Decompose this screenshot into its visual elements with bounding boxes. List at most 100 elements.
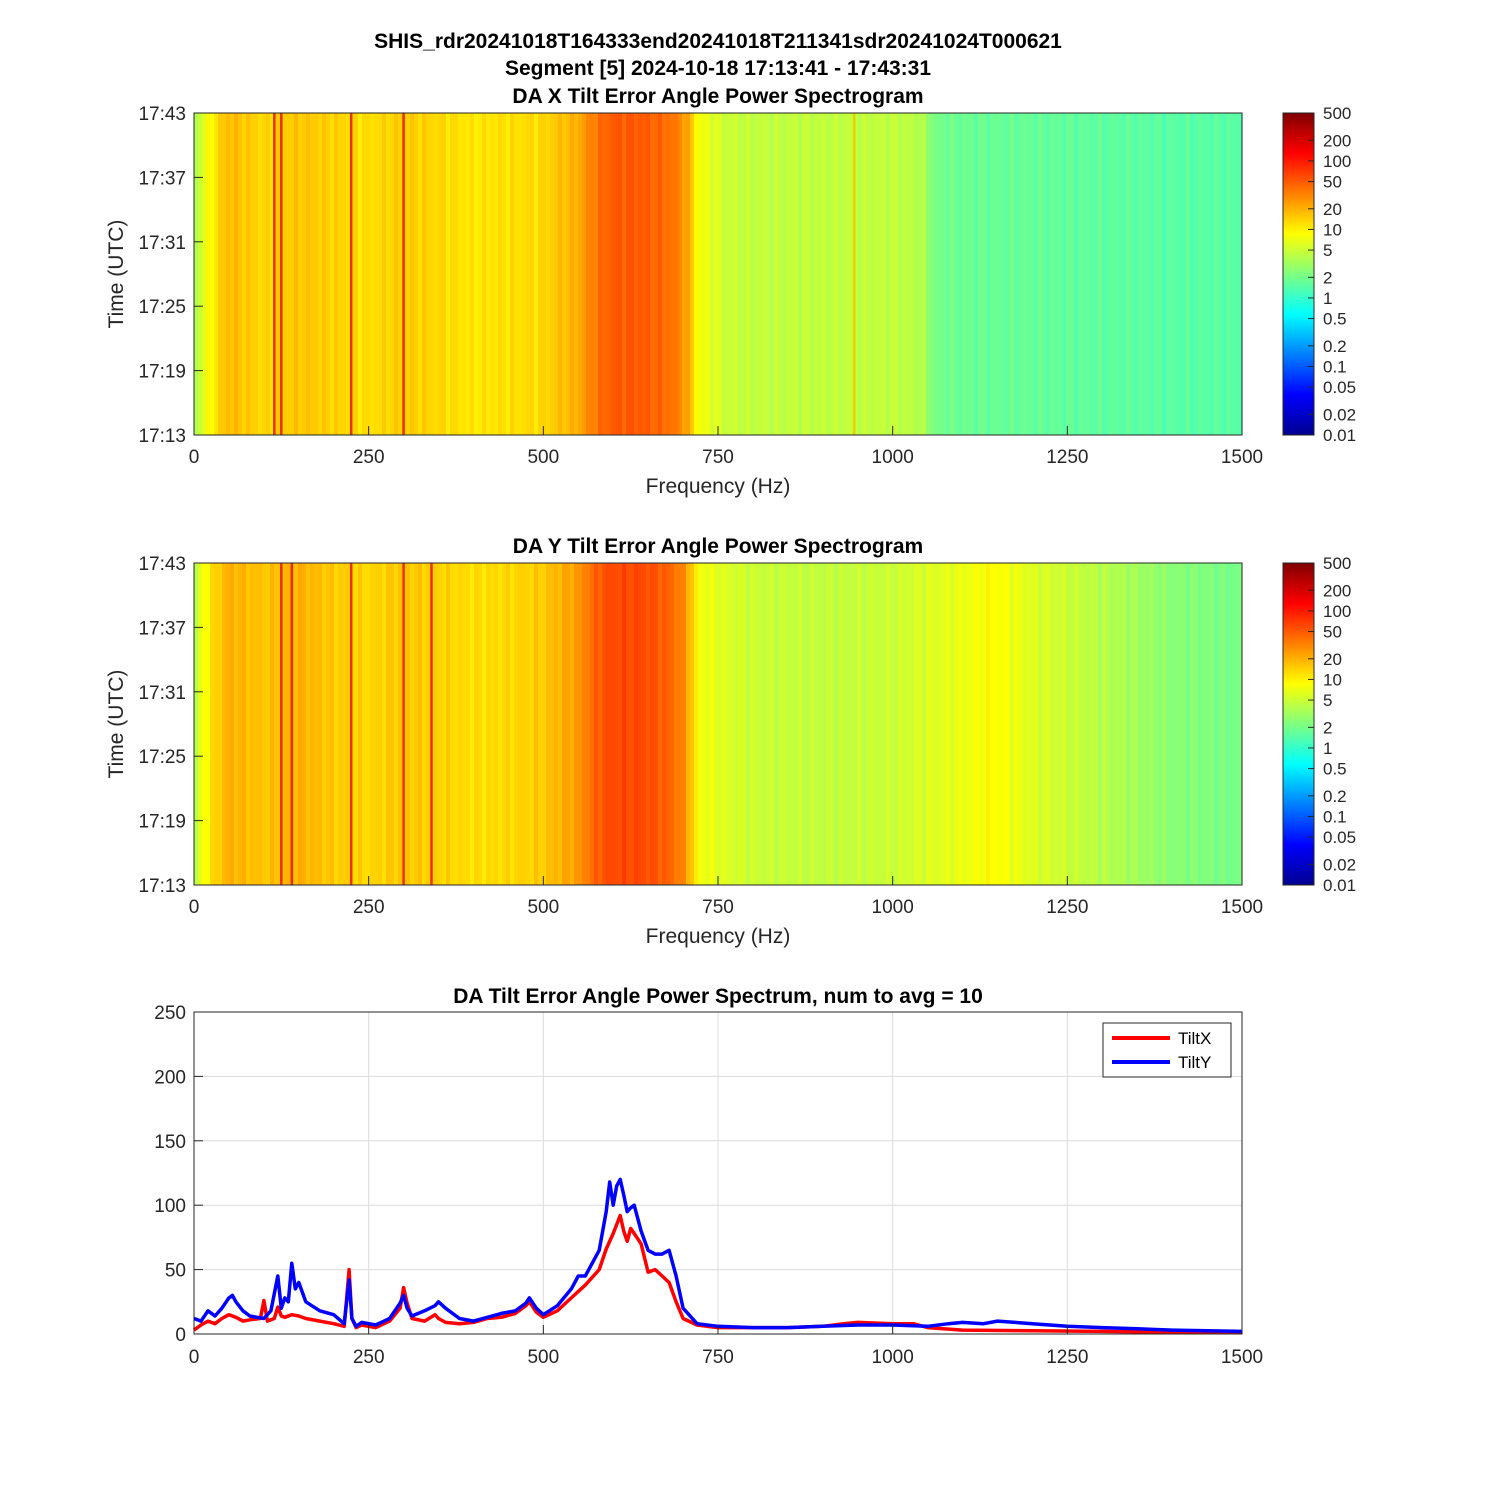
- spectrogram-band: [986, 113, 991, 435]
- spectrogram-band: [586, 113, 591, 435]
- spectrogram-band: [1142, 563, 1147, 885]
- spectrogram-band: [1038, 563, 1043, 885]
- spectrogram-band: [670, 113, 675, 435]
- spectrogram-band: [246, 113, 251, 435]
- spectrogram-band: [1046, 563, 1051, 885]
- colorbar-tick-label: 50: [1323, 173, 1342, 192]
- spectrogram-band: [946, 113, 951, 435]
- spectrogram-band: [494, 563, 499, 885]
- spectrogram-band: [726, 563, 731, 885]
- spectrogram-band: [230, 113, 235, 435]
- spectrogram-band: [978, 563, 983, 885]
- spectrogram-band: [694, 563, 699, 885]
- spectrogram-band: [722, 563, 727, 885]
- spectrogram-band: [294, 113, 299, 435]
- spectrogram-band: [1050, 113, 1055, 435]
- spectrogram-band: [1146, 563, 1151, 885]
- spectrogram-band: [310, 563, 315, 885]
- spectrogram-band: [670, 563, 675, 885]
- spectrogram-band: [334, 113, 339, 435]
- spectrogram-band: [530, 113, 535, 435]
- spectrogram-band: [618, 563, 623, 885]
- x-tick-label: 500: [527, 897, 559, 918]
- spectrogram-band: [1238, 563, 1243, 885]
- spectrogram-band: [486, 113, 491, 435]
- spectrogram-band: [974, 113, 979, 435]
- spectrogram-band: [226, 113, 231, 435]
- spectrogram-band: [790, 113, 795, 435]
- spectrogram-band: [270, 113, 275, 435]
- spectrogram-band: [538, 113, 543, 435]
- spectrogram-band: [1230, 113, 1235, 435]
- spectrogram-band: [622, 563, 627, 885]
- colorbar-tick-label: 20: [1323, 200, 1342, 219]
- spectrogram-band: [258, 563, 263, 885]
- spectrogram-band: [818, 113, 823, 435]
- colorbar-tick-label: 100: [1323, 602, 1351, 621]
- spectrogram-band: [210, 563, 215, 885]
- legend[interactable]: TiltX TiltY: [1102, 1022, 1232, 1078]
- spectrogram-band: [1182, 563, 1187, 885]
- spectrogram-band: [450, 563, 455, 885]
- y-tick-label: 17:13: [138, 426, 186, 447]
- spectrogram-band: [766, 113, 771, 435]
- spectrogram-band: [666, 113, 671, 435]
- x-tick-label: 0: [189, 447, 200, 468]
- spectrogram-band: [550, 563, 555, 885]
- y-tick-label: 17:37: [138, 168, 186, 189]
- spectrogram-band: [1114, 113, 1119, 435]
- spectrogram-band: [1046, 113, 1051, 435]
- spectrogram-band: [778, 113, 783, 435]
- spectrogram-band: [198, 563, 203, 885]
- spectrogram-x-yticks: 17:43 17:37 17:31 17:25 17:19 17:13: [138, 104, 203, 447]
- spectrogram-band: [1042, 563, 1047, 885]
- spectrogram-band: [222, 113, 227, 435]
- spectrogram-band: [418, 563, 423, 885]
- spectrogram-band: [634, 563, 639, 885]
- spectrogram-band: [398, 563, 403, 885]
- spectrogram-band: [322, 563, 327, 885]
- spectrogram-band: [746, 563, 751, 885]
- spectrogram-band: [954, 563, 959, 885]
- colorbar-tick-label: 20: [1323, 650, 1342, 669]
- spectrogram-band: [1058, 563, 1063, 885]
- spectrogram-band: [1194, 113, 1199, 435]
- spectrogram-band: [410, 563, 415, 885]
- x-tick-label: 750: [702, 1347, 734, 1368]
- spectrogram-band: [386, 113, 391, 435]
- spectrogram-band: [1210, 113, 1215, 435]
- spectrogram-band: [442, 563, 447, 885]
- colorbar-tick-label: 0.5: [1323, 310, 1347, 329]
- spectrogram-band: [1086, 113, 1091, 435]
- spectrogram-band: [558, 563, 563, 885]
- spectrogram-band: [778, 563, 783, 885]
- spectrogram-band: [1154, 113, 1159, 435]
- spectrogram-band: [1130, 113, 1135, 435]
- spectrogram-band: [582, 563, 587, 885]
- spectrogram-band: [362, 563, 367, 885]
- spectrogram-band: [1058, 113, 1063, 435]
- spectrogram-band: [978, 113, 983, 435]
- spectrogram-band: [1030, 563, 1035, 885]
- spectrogram-band: [422, 113, 427, 435]
- spectrogram-band: [454, 563, 459, 885]
- spectrogram-band: [810, 563, 815, 885]
- spectrogram-band: [610, 113, 615, 435]
- spectrogram-band: [930, 113, 935, 435]
- spectrogram-band: [1126, 113, 1131, 435]
- spectrogram-band: [754, 113, 759, 435]
- spectrogram-band: [938, 563, 943, 885]
- spectrogram-band: [982, 113, 987, 435]
- colorbar-tick-label: 0.01: [1323, 426, 1356, 445]
- spectrogram-band: [706, 563, 711, 885]
- spectrogram-band: [902, 113, 907, 435]
- spectrogram-band: [1078, 563, 1083, 885]
- spectrogram-band: [718, 563, 723, 885]
- spectrogram-band: [874, 113, 879, 435]
- spectrogram-band: [830, 563, 835, 885]
- spectrogram-band: [754, 563, 759, 885]
- spectrogram-band: [510, 563, 515, 885]
- spectrogram-band: [254, 563, 259, 885]
- colorbar-tick-label: 0.2: [1323, 337, 1347, 356]
- spectrogram-band: [1074, 113, 1079, 435]
